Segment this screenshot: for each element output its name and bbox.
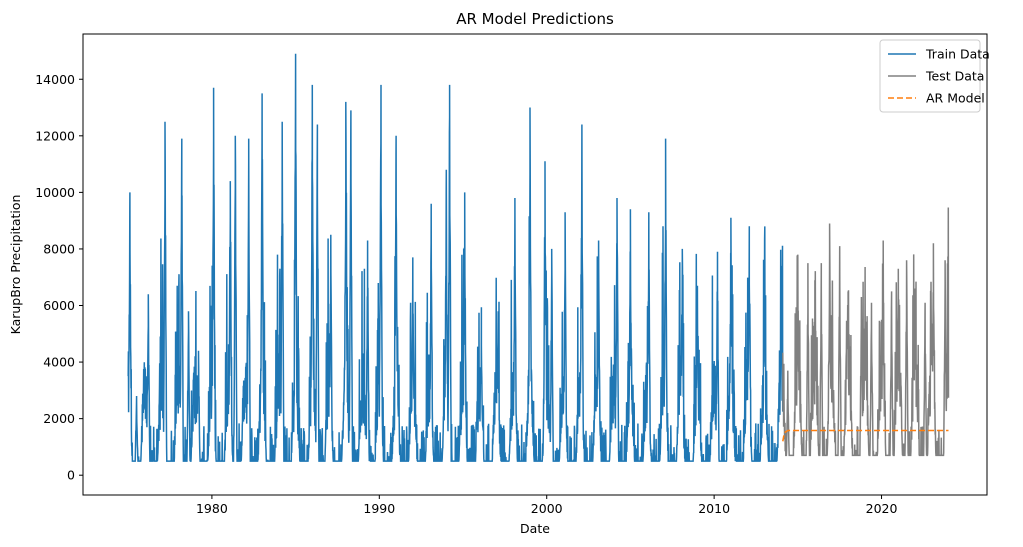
axes-frame — [82, 33, 988, 496]
series-line-test-data — [782, 207, 950, 457]
y-tick-label: 10000 — [35, 185, 75, 200]
x-tick-label: 1980 — [196, 501, 228, 516]
x-axis: 1980 1990 2000 2010 2020 — [196, 495, 897, 516]
plot-area — [127, 53, 950, 462]
chart-title: AR Model Predictions — [456, 10, 614, 28]
legend-label-train-data: Train Data — [925, 47, 990, 62]
legend-box — [879, 39, 981, 113]
legend-label-test-data: Test Data — [925, 69, 984, 84]
x-tick-label: 2010 — [698, 501, 730, 516]
y-tick-label: 0 — [67, 468, 75, 483]
y-tick-label: 6000 — [43, 298, 75, 313]
legend-label-ar-model: AR Model — [926, 91, 985, 106]
y-tick-label: 14000 — [35, 72, 75, 87]
legend: Train Data Test Data AR Model — [879, 39, 990, 113]
y-axis-label: KarupBro Precipitation — [8, 195, 23, 335]
x-tick-label: 2020 — [866, 501, 898, 516]
series-line-train-data — [127, 53, 784, 462]
y-tick-label: 2000 — [43, 411, 75, 426]
x-tick-label: 2000 — [531, 501, 563, 516]
y-axis: 0 2000 4000 6000 8000 10000 12000 14000 — [35, 72, 83, 483]
series-line-ar-model — [782, 429, 949, 442]
x-axis-label: Date — [520, 521, 550, 536]
y-tick-label: 4000 — [43, 355, 75, 370]
x-tick-label: 1990 — [363, 501, 395, 516]
y-tick-label: 8000 — [43, 241, 75, 256]
y-tick-label: 12000 — [35, 128, 75, 143]
